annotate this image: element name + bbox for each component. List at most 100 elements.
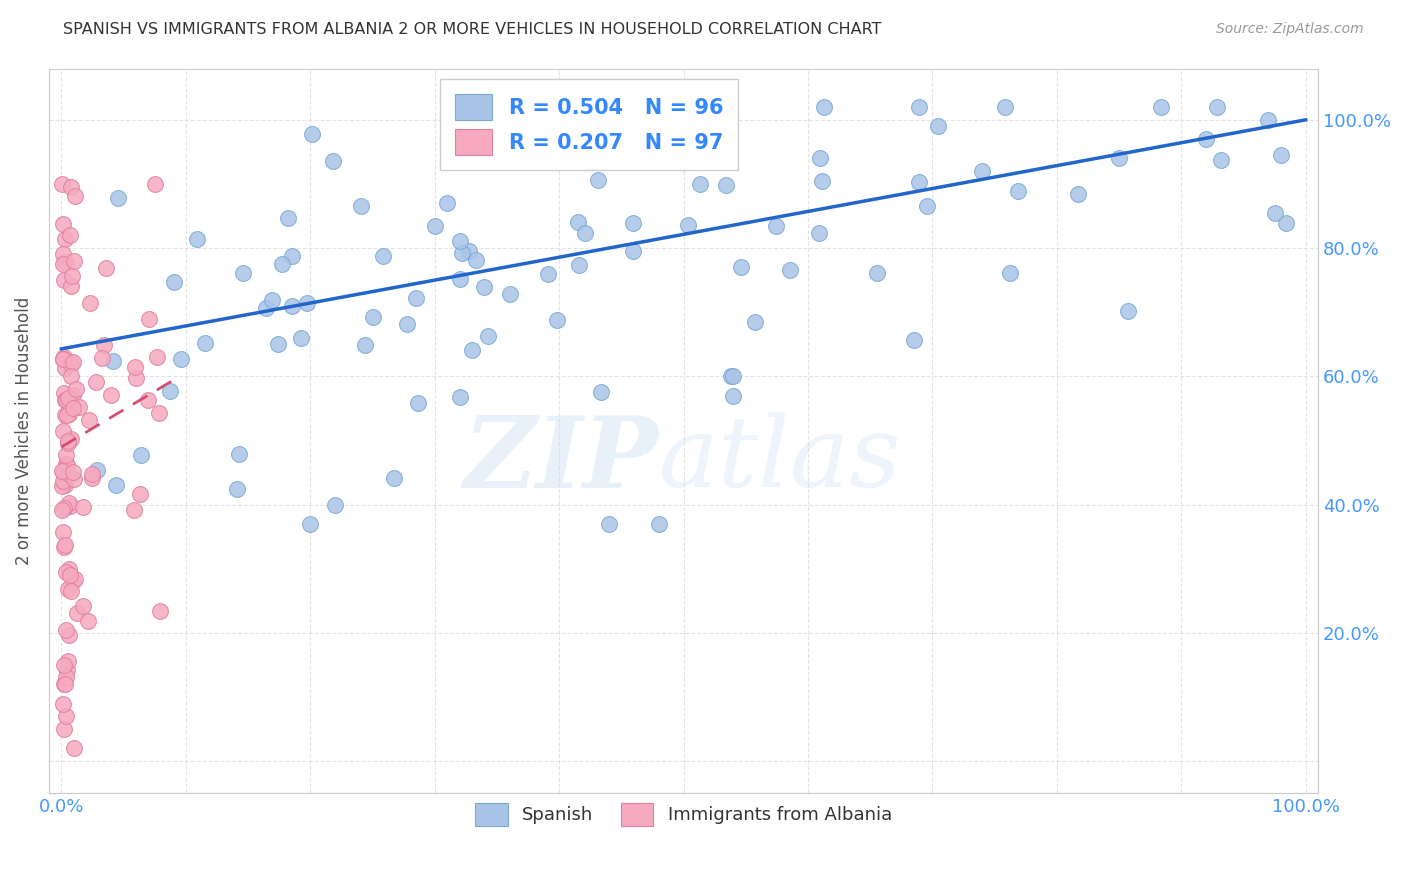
Point bbox=[1195, 132, 1218, 146]
Point bbox=[52, 351, 75, 366]
Point bbox=[322, 154, 344, 169]
Point bbox=[1066, 186, 1088, 201]
Point bbox=[568, 258, 591, 272]
Point bbox=[55, 393, 77, 408]
Point bbox=[55, 448, 77, 462]
Point bbox=[86, 463, 108, 477]
Point bbox=[129, 448, 152, 462]
Point bbox=[159, 384, 181, 398]
Point bbox=[79, 296, 101, 310]
Point bbox=[451, 245, 474, 260]
Point bbox=[104, 478, 127, 492]
Point bbox=[53, 408, 76, 422]
Point bbox=[323, 498, 346, 512]
Point bbox=[1007, 184, 1029, 198]
Point bbox=[86, 376, 108, 390]
Point bbox=[56, 408, 79, 422]
Point bbox=[53, 540, 76, 554]
Point bbox=[62, 465, 84, 479]
Point bbox=[72, 500, 94, 514]
Text: Source: ZipAtlas.com: Source: ZipAtlas.com bbox=[1216, 22, 1364, 37]
Point bbox=[810, 151, 832, 165]
Point bbox=[58, 496, 80, 510]
Point bbox=[461, 343, 484, 358]
Point bbox=[903, 333, 925, 347]
Point bbox=[917, 198, 939, 212]
Point bbox=[1000, 266, 1022, 280]
Point bbox=[720, 369, 742, 384]
Point bbox=[128, 487, 150, 501]
Point bbox=[866, 266, 889, 280]
Point bbox=[63, 472, 86, 486]
Point bbox=[77, 413, 100, 427]
Point bbox=[297, 296, 319, 310]
Point bbox=[148, 406, 170, 420]
Y-axis label: 2 or more Vehicles in Household: 2 or more Vehicles in Household bbox=[15, 297, 32, 565]
Point bbox=[53, 255, 76, 269]
Point bbox=[72, 599, 94, 613]
Point bbox=[100, 388, 122, 402]
Point bbox=[51, 177, 73, 191]
Point bbox=[621, 216, 644, 230]
Point bbox=[107, 190, 129, 204]
Point bbox=[124, 359, 146, 374]
Point bbox=[138, 312, 160, 326]
Point bbox=[290, 331, 312, 345]
Point bbox=[53, 361, 76, 376]
Point bbox=[56, 663, 79, 677]
Point bbox=[225, 482, 247, 496]
Point bbox=[1116, 304, 1139, 318]
Point bbox=[52, 386, 75, 401]
Point bbox=[53, 273, 76, 287]
Point bbox=[55, 709, 77, 723]
Point bbox=[586, 173, 609, 187]
Point bbox=[354, 338, 377, 352]
Point bbox=[58, 582, 80, 596]
Point bbox=[395, 317, 418, 331]
Point bbox=[55, 669, 77, 683]
Point bbox=[143, 177, 166, 191]
Point bbox=[63, 572, 86, 586]
Point bbox=[170, 352, 193, 367]
Point bbox=[146, 351, 169, 365]
Point bbox=[59, 228, 82, 243]
Point bbox=[58, 467, 80, 482]
Point bbox=[60, 432, 83, 446]
Point bbox=[647, 516, 669, 531]
Point bbox=[779, 263, 801, 277]
Point bbox=[52, 217, 75, 231]
Text: ZIP: ZIP bbox=[463, 412, 658, 508]
Point bbox=[281, 300, 304, 314]
Legend: Spanish, Immigrants from Albania: Spanish, Immigrants from Albania bbox=[467, 794, 901, 835]
Point bbox=[56, 458, 79, 472]
Point bbox=[714, 178, 737, 192]
Point bbox=[589, 384, 612, 399]
Point bbox=[62, 387, 84, 401]
Point bbox=[51, 524, 73, 539]
Point bbox=[60, 268, 83, 283]
Point bbox=[707, 121, 730, 136]
Point bbox=[51, 502, 73, 516]
Point bbox=[267, 336, 290, 351]
Point bbox=[122, 503, 145, 517]
Point bbox=[744, 315, 766, 329]
Point bbox=[60, 180, 83, 194]
Point bbox=[91, 351, 114, 366]
Point bbox=[436, 196, 458, 211]
Point bbox=[125, 370, 148, 384]
Point bbox=[52, 697, 75, 711]
Point bbox=[56, 654, 79, 668]
Point bbox=[63, 189, 86, 203]
Point bbox=[474, 280, 496, 294]
Point bbox=[567, 215, 589, 229]
Point bbox=[301, 127, 323, 141]
Point bbox=[811, 174, 834, 188]
Point bbox=[59, 584, 82, 599]
Point bbox=[62, 574, 84, 588]
Point bbox=[59, 357, 82, 371]
Point bbox=[53, 392, 76, 407]
Point bbox=[723, 369, 745, 384]
Point bbox=[277, 211, 299, 225]
Point bbox=[254, 301, 277, 316]
Point bbox=[972, 164, 994, 178]
